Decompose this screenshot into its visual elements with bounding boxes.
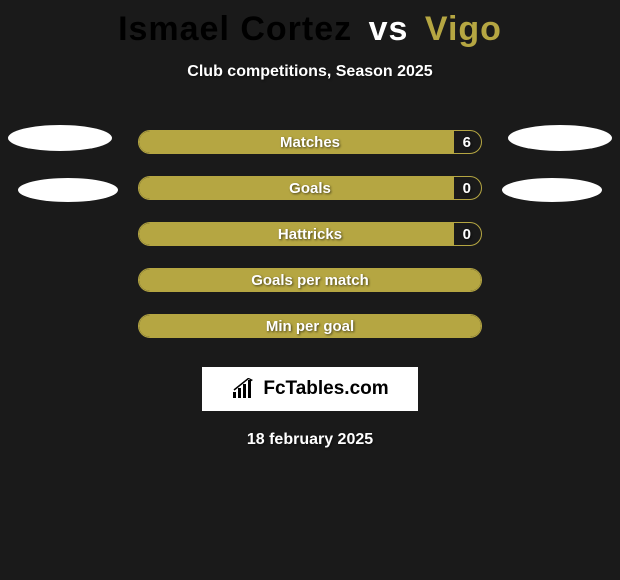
stat-row-goals: Goals 0 xyxy=(0,165,620,211)
stat-row-matches: Matches 6 xyxy=(0,119,620,165)
stat-value: 0 xyxy=(463,223,471,246)
page-title: Ismael Cortez vs Vigo xyxy=(0,0,620,49)
chart-icon xyxy=(231,378,259,400)
stat-bar: Goals 0 xyxy=(138,176,482,200)
stat-row-goals-per-match: Goals per match xyxy=(0,257,620,303)
stat-bar: Matches 6 xyxy=(138,130,482,154)
stat-label: Goals xyxy=(139,177,481,200)
stat-row-hattricks: Hattricks 0 xyxy=(0,211,620,257)
vs-text: vs xyxy=(369,10,409,48)
subtitle-text: Club competitions, Season 2025 xyxy=(0,63,620,81)
stat-value: 0 xyxy=(463,177,471,200)
stat-label: Goals per match xyxy=(139,269,481,292)
stat-bar: Min per goal xyxy=(138,314,482,338)
stat-row-min-per-goal: Min per goal xyxy=(0,303,620,349)
player-name: Ismael Cortez xyxy=(118,10,352,48)
logo-box: FcTables.com xyxy=(202,367,418,411)
stat-value: 6 xyxy=(463,131,471,154)
stat-label: Matches xyxy=(139,131,481,154)
date-text: 18 february 2025 xyxy=(0,431,620,449)
logo-text: FcTables.com xyxy=(263,378,388,400)
opponent-name: Vigo xyxy=(425,10,502,48)
stat-bar: Hattricks 0 xyxy=(138,222,482,246)
stat-bar: Goals per match xyxy=(138,268,482,292)
stats-container: Matches 6 Goals 0 Hattricks 0 Goals per … xyxy=(0,119,620,349)
stat-label: Min per goal xyxy=(139,315,481,338)
stat-label: Hattricks xyxy=(139,223,481,246)
